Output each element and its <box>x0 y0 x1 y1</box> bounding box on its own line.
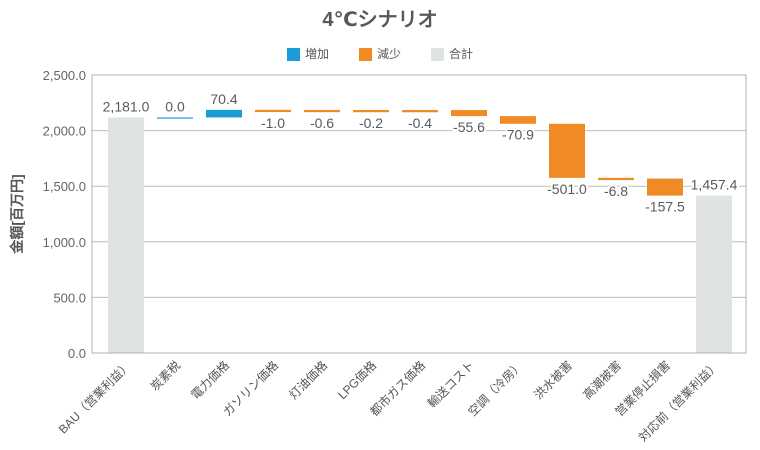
bar-value-label: -501.0 <box>547 181 587 197</box>
bar-decrease[interactable] <box>353 110 389 113</box>
bar-total[interactable] <box>696 195 732 353</box>
bar-value-label: -1.0 <box>261 115 285 131</box>
total-swatch-icon <box>431 47 444 61</box>
bar-value-label: -55.6 <box>453 119 485 135</box>
bar-value-label: 2,181.0 <box>103 98 150 114</box>
x-category-label: 高潮被害 <box>580 358 625 403</box>
bar-decrease[interactable] <box>598 177 634 181</box>
bar-decrease[interactable] <box>549 123 585 178</box>
y-axis-ticks: 0.0 500.0 1,000.0 1,500.0 2,000.0 2,500.0 <box>43 68 86 361</box>
bar-value-label: 70.4 <box>210 91 237 107</box>
x-category-label: BAU（営業利益） <box>56 358 134 436</box>
x-category-label: 洪水被害 <box>531 358 576 403</box>
chart-title: 4℃シナリオ <box>322 9 438 31</box>
bar-value-label: -0.4 <box>408 115 432 131</box>
x-category-label: 電力価格 <box>188 358 233 403</box>
bar-value-label: 1,457.4 <box>691 177 738 193</box>
bar-decrease[interactable] <box>451 110 487 117</box>
x-category-label: 灯油価格 <box>286 358 331 403</box>
bars <box>108 109 732 354</box>
bar-value-label: 0.0 <box>165 98 185 114</box>
bar-decrease[interactable] <box>647 178 683 196</box>
y-tick-label: 500.0 <box>53 290 86 305</box>
bar-decrease[interactable] <box>500 116 536 124</box>
bar-increase[interactable] <box>157 117 193 119</box>
bar-value-label: -0.6 <box>310 115 334 131</box>
y-tick-label: 2,500.0 <box>43 68 86 83</box>
y-axis-title: 金額[百万円] <box>9 174 25 254</box>
legend: 増加 減少 合計 <box>0 46 760 62</box>
bar-decrease[interactable] <box>402 110 438 113</box>
x-category-label: LPG価格 <box>335 358 380 403</box>
y-tick-label: 2,000.0 <box>43 124 86 139</box>
plot-border <box>91 74 747 354</box>
x-category-label: 対応前（営業利益） <box>635 358 722 445</box>
bar-value-label: -0.2 <box>359 115 383 131</box>
bar-value-label: -157.5 <box>645 199 685 215</box>
y-tick-label: 1,500.0 <box>43 179 86 194</box>
legend-label-total: 合計 <box>449 47 474 61</box>
legend-label-increase: 増加 <box>304 47 329 61</box>
x-category-label: 輸送コスト <box>424 358 477 411</box>
y-tick-label: 1,000.0 <box>43 235 86 250</box>
legend-item-increase[interactable]: 増加 <box>286 46 329 62</box>
x-category-label: 炭素税 <box>148 358 183 393</box>
plot-frame <box>91 74 747 354</box>
bar-value-labels: 2,181.0 0.0 70.4 -1.0 -0.6 -0.2 -0.4 -55.6 -70.9… <box>101 89 740 217</box>
bar-total[interactable] <box>108 117 144 354</box>
bar-value-label: -6.8 <box>604 183 628 199</box>
legend-label-decrease: 減少 <box>376 47 401 61</box>
bar-increase[interactable] <box>206 109 242 118</box>
bar-decrease[interactable] <box>255 109 291 113</box>
bar-value-label: -70.9 <box>502 127 534 143</box>
y-tick-label: 0.0 <box>68 346 86 361</box>
legend-item-decrease[interactable]: 減少 <box>358 46 401 62</box>
decrease-swatch-icon <box>358 47 372 61</box>
increase-swatch-icon <box>286 47 300 61</box>
bar-decrease[interactable] <box>304 109 340 113</box>
legend-item-total[interactable]: 合計 <box>431 46 473 62</box>
